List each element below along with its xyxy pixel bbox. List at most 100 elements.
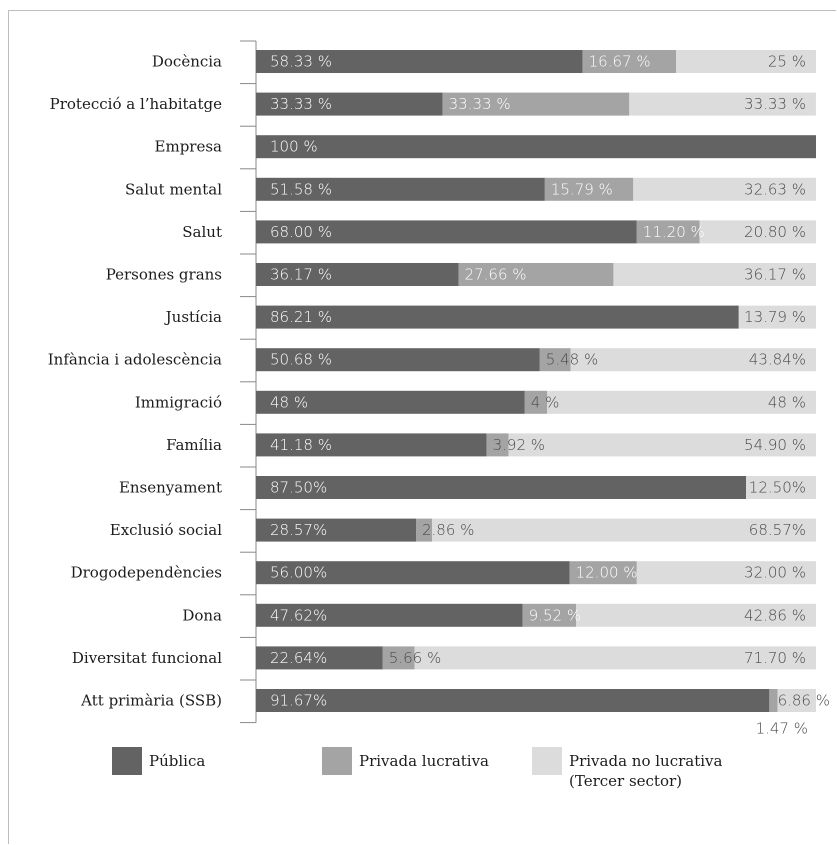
value-label-privada-lucrativa-proteccio-a-l-habitatge: 33.33 %: [449, 95, 511, 113]
value-label-publica-ensenyament: 87.50%: [270, 479, 327, 497]
legend-label-privada-no-lucrativa-line2: (Tercer sector): [569, 772, 682, 790]
bar-segment-publica-salut: [256, 220, 637, 244]
value-label-privada-lucrativa-att-primaria-ssb: 1.47 %: [756, 720, 808, 738]
category-label-salut: Salut: [182, 223, 222, 241]
legend-swatch-privada-lucrativa: [322, 747, 352, 775]
value-label-privada-lucrativa-salut-mental: 15.79 %: [551, 180, 613, 198]
bar-segment-privada-lucrativa-salut-mental: [544, 177, 634, 201]
bar-segment-publica-immigracio: [256, 390, 525, 414]
bar-segment-publica-salut-mental: [256, 177, 545, 201]
bar-segment-privada-no-lucrativa-tercer-sector-immigracio: [547, 390, 816, 414]
value-label-privada-no-lucrativa-dona: 42.86 %: [744, 606, 806, 624]
value-label-publica-salut-mental: 51.58 %: [270, 180, 332, 198]
category-label-justicia: Justícia: [164, 308, 222, 326]
value-label-privada-lucrativa-dona: 9.52 %: [529, 606, 581, 624]
value-label-privada-no-lucrativa-salut: 20.80 %: [744, 223, 806, 241]
bar-segment-privada-lucrativa-infancia-i-adolescencia: [539, 348, 571, 372]
value-label-privada-no-lucrativa-ensenyament: 12.50%: [749, 479, 806, 497]
category-label-familia: Família: [166, 436, 222, 454]
value-label-privada-no-lucrativa-att-primaria-ssb: 6.86 %: [778, 692, 830, 710]
value-label-privada-no-lucrativa-justicia: 13.79 %: [744, 308, 806, 326]
bars: [256, 50, 816, 712]
bar-segment-privada-lucrativa-drogodependencies: [569, 561, 637, 585]
bar-segment-privada-lucrativa-docencia: [582, 50, 676, 73]
bar-segment-privada-no-lucrativa-tercer-sector-persones-grans: [613, 263, 816, 286]
category-label-diversitat-funcional: Diversitat funcional: [72, 649, 222, 667]
bar-segment-privada-no-lucrativa-tercer-sector-att-primaria-ssb: [777, 689, 816, 712]
value-label-publica-drogodependencies: 56.00%: [270, 564, 327, 582]
value-label-publica-dona: 47.62%: [270, 606, 327, 624]
bar-segment-privada-no-lucrativa-tercer-sector-salut-mental: [633, 177, 816, 201]
value-label-privada-lucrativa-salut: 11.20 %: [643, 223, 705, 241]
bar-segment-privada-no-lucrativa-tercer-sector-salut: [699, 220, 816, 244]
value-label-privada-no-lucrativa-docencia: 25 %: [768, 53, 806, 71]
category-label-proteccio-a-l-habitatge: Protecció a l’habitatge: [50, 95, 222, 113]
value-label-privada-no-lucrativa-proteccio-a-l-habitatge: 33.33 %: [744, 95, 806, 113]
bar-segment-privada-no-lucrativa-tercer-sector-diversitat-funcional: [414, 646, 816, 670]
category-label-ensenyament: Ensenyament: [119, 479, 222, 497]
value-label-publica-infancia-i-adolescencia: 50.68 %: [270, 351, 332, 369]
bar-segment-privada-no-lucrativa-tercer-sector-justicia: [738, 305, 816, 329]
value-label-privada-lucrativa-diversitat-funcional: 5.66 %: [389, 649, 441, 667]
bar-segment-privada-no-lucrativa-tercer-sector-docencia: [676, 50, 816, 73]
bar-segment-privada-lucrativa-persones-grans: [458, 263, 614, 286]
bar-segment-privada-no-lucrativa-tercer-sector-exclusio-social: [432, 518, 816, 542]
bar-segment-privada-no-lucrativa-tercer-sector-familia: [508, 433, 816, 457]
bar-segment-publica-diversitat-funcional: [256, 646, 383, 670]
legend-label-publica: Pública: [149, 752, 205, 770]
value-label-privada-no-lucrativa-salut-mental: 32.63 %: [744, 180, 806, 198]
category-label-dona: Dona: [182, 606, 222, 624]
bar-segment-publica-proteccio-a-l-habitatge: [256, 92, 443, 116]
bar-segment-publica-docencia: [256, 50, 583, 73]
value-label-publica-empresa: 100 %: [270, 138, 318, 156]
value-label-publica-justicia: 86.21 %: [270, 308, 332, 326]
bar-segment-publica-drogodependencies: [256, 561, 570, 585]
value-label-privada-lucrativa-familia: 3.92 %: [493, 436, 545, 454]
value-label-publica-exclusio-social: 28.57%: [270, 521, 327, 539]
bar-segment-privada-no-lucrativa-tercer-sector-dona: [575, 603, 816, 627]
value-label-publica-diversitat-funcional: 22.64%: [270, 649, 327, 667]
legend: Pública Privada lucrativa Privada no luc…: [112, 747, 723, 790]
bar-segment-privada-lucrativa-diversitat-funcional: [382, 646, 415, 670]
bar-segment-publica-infancia-i-adolescencia: [256, 348, 540, 372]
bar-segment-privada-no-lucrativa-tercer-sector-drogodependencies: [636, 561, 816, 585]
category-label-exclusio-social: Exclusió social: [110, 521, 222, 539]
value-label-privada-no-lucrativa-infancia-i-adolescencia: 43.84%: [749, 351, 806, 369]
bar-segment-publica-att-primaria-ssb: [256, 689, 770, 712]
value-label-privada-lucrativa-exclusio-social: 2.86 %: [422, 521, 474, 539]
value-label-privada-no-lucrativa-drogodependencies: 32.00 %: [744, 564, 806, 582]
category-label-persones-grans: Persones grans: [106, 266, 222, 284]
value-label-privada-no-lucrativa-diversitat-funcional: 71.70 %: [744, 649, 806, 667]
value-label-publica-proteccio-a-l-habitatge: 33.33 %: [270, 95, 332, 113]
value-label-publica-familia: 41.18 %: [270, 436, 332, 454]
bar-segment-privada-lucrativa-dona: [522, 603, 576, 627]
bar-segment-publica-familia: [256, 433, 487, 457]
chart-frame: [8, 10, 836, 844]
bar-segment-privada-lucrativa-immigracio: [524, 390, 548, 414]
legend-swatch-publica: [112, 747, 142, 775]
category-label-docencia: Docència: [152, 53, 222, 71]
category-label-empresa: Empresa: [155, 138, 223, 156]
value-label-privada-lucrativa-infancia-i-adolescencia: 5.48 %: [546, 351, 598, 369]
value-labels: 58.33 % 16.67 % 25 % 33.33 % 33.33 % 33.33 % 1…: [270, 53, 830, 738]
bar-segment-privada-lucrativa-familia: [486, 433, 509, 457]
bar-segment-privada-lucrativa-att-primaria-ssb: [769, 689, 778, 712]
bar-segment-privada-no-lucrativa-tercer-sector-proteccio-a-l-habitatge: [629, 92, 816, 116]
legend-swatch-privada-no-lucrativa: [532, 747, 562, 775]
bar-segment-publica-justicia: [256, 305, 739, 329]
value-label-privada-lucrativa-docencia: 16.67 %: [589, 53, 651, 71]
value-label-publica-att-primaria-ssb: 91.67%: [270, 692, 327, 710]
category-label-drogodependencies: Drogodependències: [71, 564, 222, 582]
category-label-att-primaria-ssb: Att primària (SSB): [80, 692, 222, 710]
bar-segment-publica-exclusio-social: [256, 518, 416, 542]
bar-segment-publica-ensenyament: [256, 476, 746, 499]
bar-segment-privada-lucrativa-exclusio-social: [415, 518, 433, 542]
value-label-publica-docencia: 58.33 %: [270, 53, 332, 71]
value-label-privada-no-lucrativa-persones-grans: 36.17 %: [744, 266, 806, 284]
category-label-immigracio: Immigració: [135, 393, 222, 411]
bar-segment-publica-persones-grans: [256, 263, 459, 286]
bar-segment-privada-lucrativa-proteccio-a-l-habitatge: [442, 92, 630, 116]
value-label-privada-lucrativa-immigracio: 4 %: [531, 393, 560, 411]
bar-segment-privada-lucrativa-salut: [636, 220, 700, 244]
